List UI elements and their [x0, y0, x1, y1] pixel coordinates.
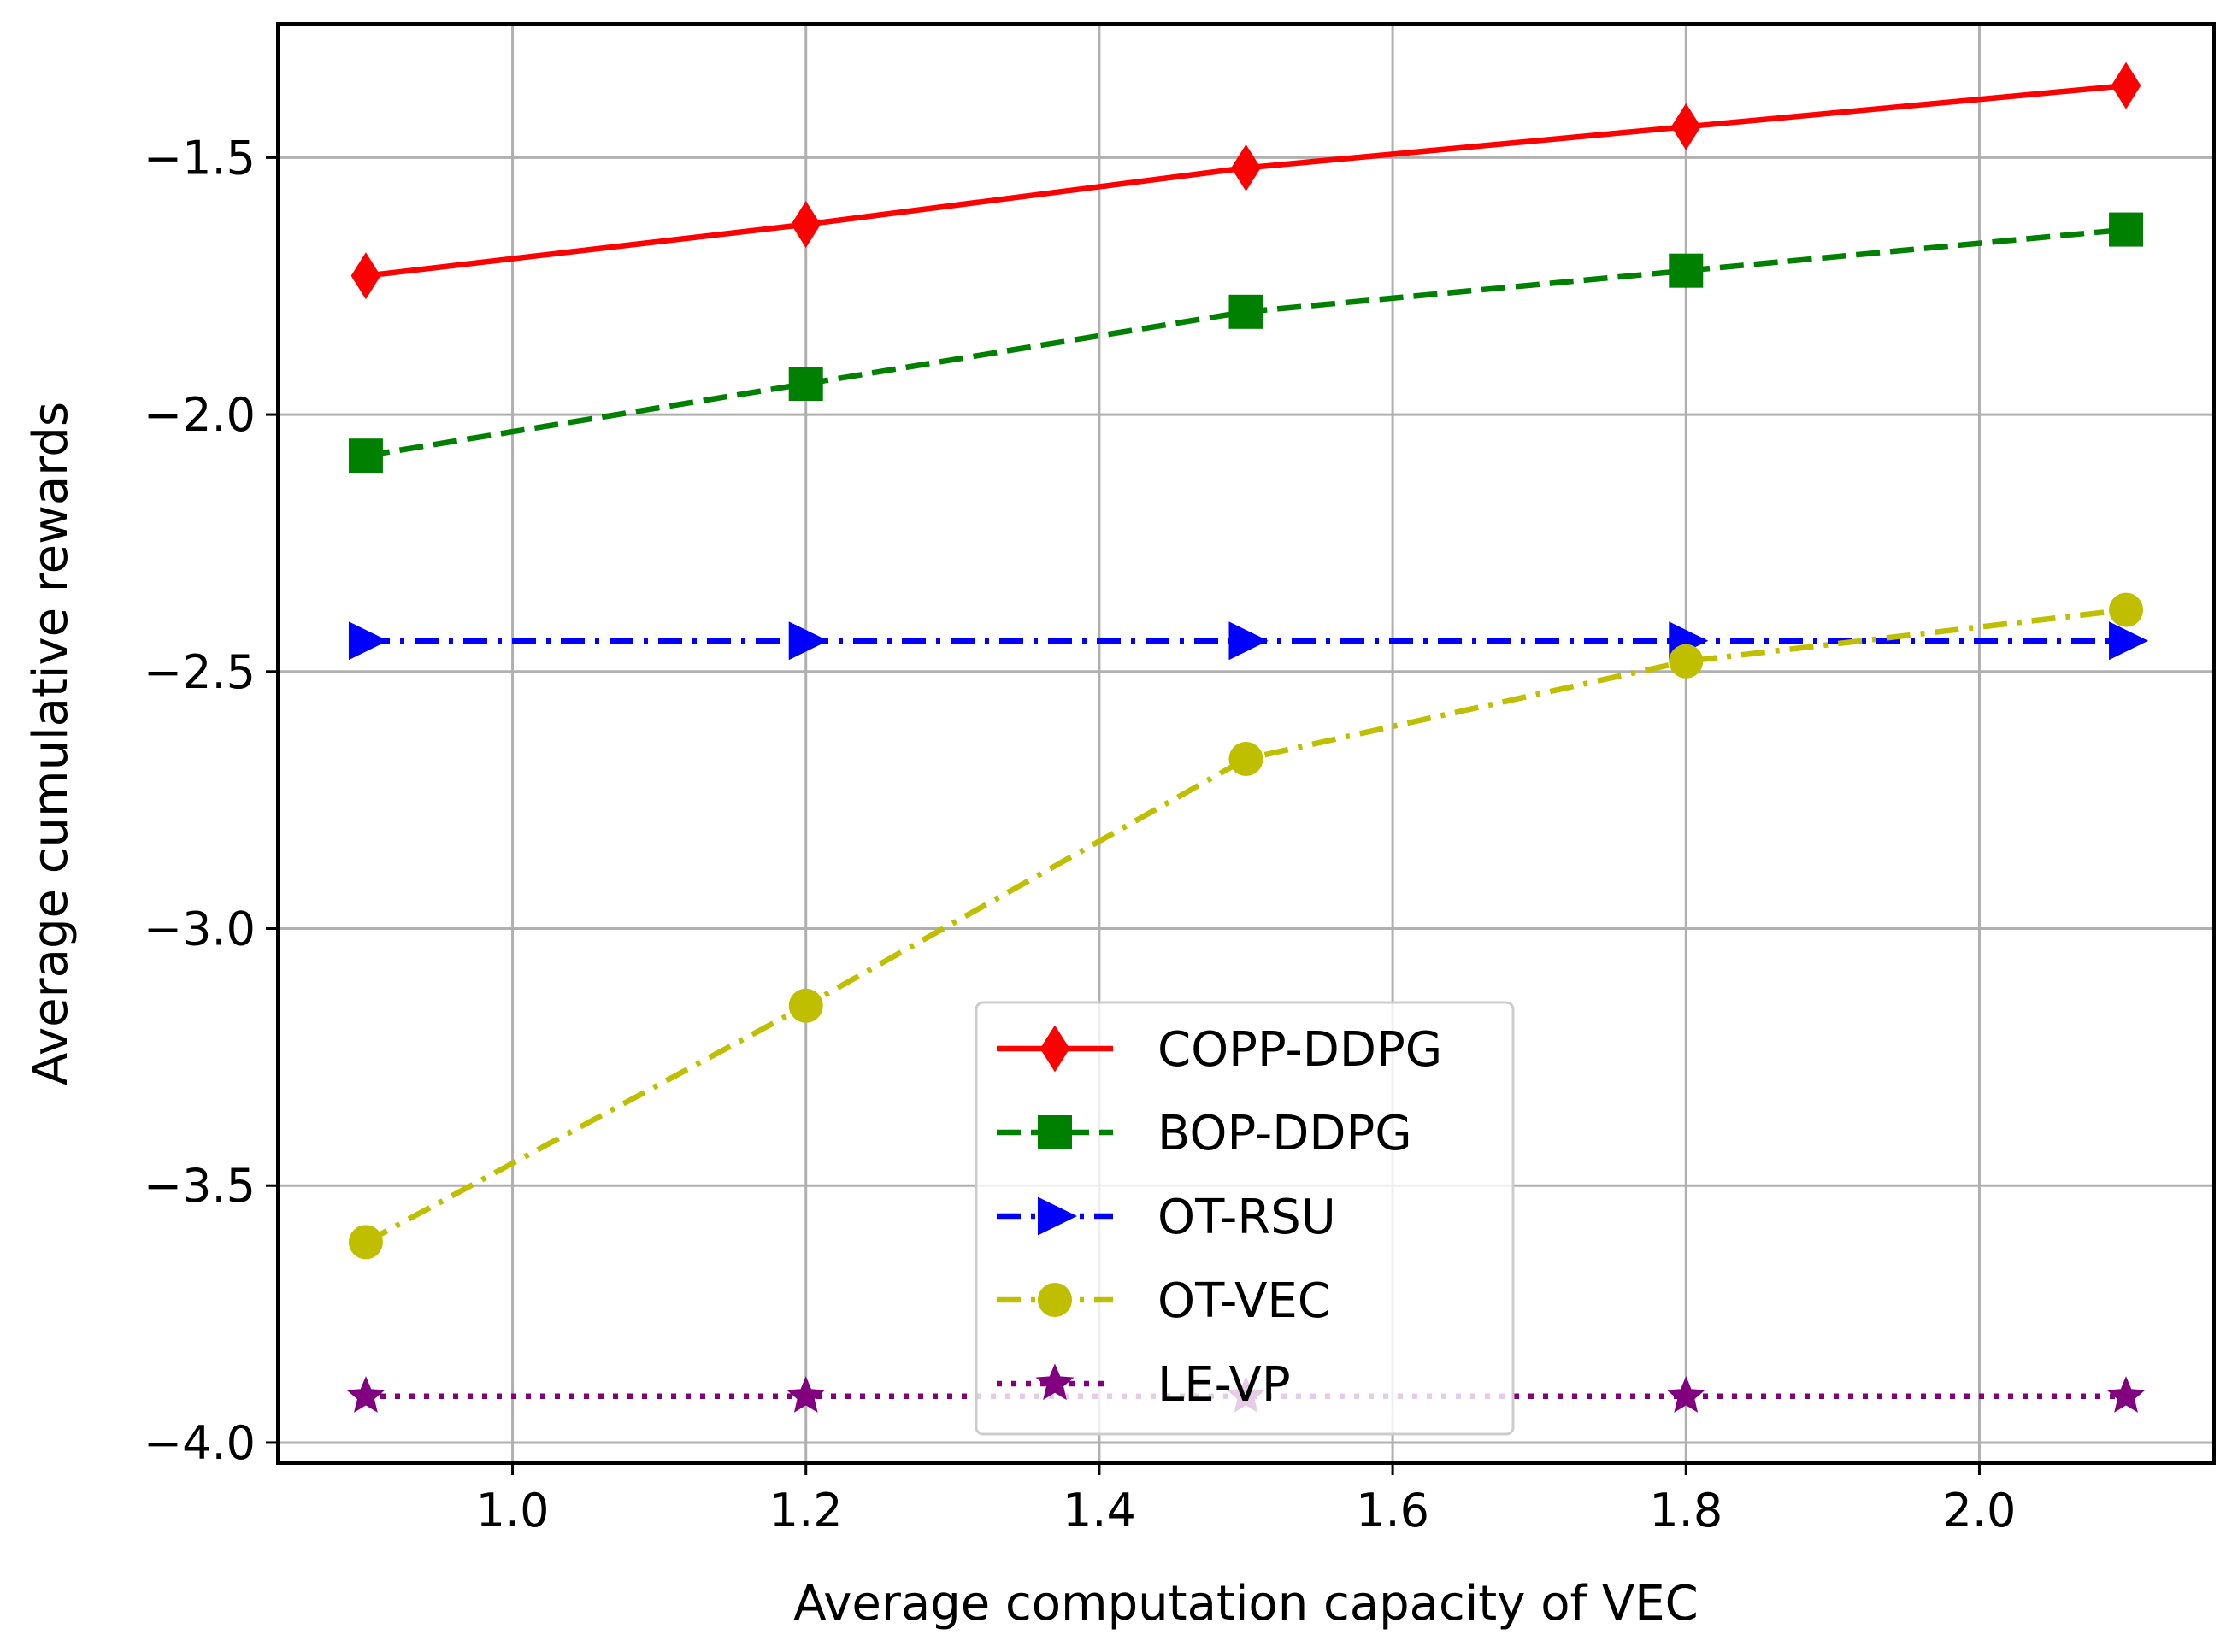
data-point-copp-ddpg — [350, 252, 381, 300]
y-tick-label: −2.0 — [144, 388, 256, 442]
data-point-le-vp — [1666, 1376, 1705, 1413]
data-point-ot-vec — [1228, 742, 1263, 777]
data-point-copp-ddpg — [1670, 103, 1701, 150]
data-point-copp-ddpg — [2111, 62, 2141, 109]
legend-box — [975, 1001, 1515, 1436]
y-tick-label: −1.5 — [144, 131, 256, 185]
plot-frame — [276, 22, 2216, 1465]
x-axis-title: Average computation capacity of VEC — [793, 1576, 1699, 1631]
y-tick-label: −4.0 — [144, 1416, 256, 1470]
series-ot-vec — [348, 592, 2144, 1260]
data-point-bop-ddpg — [1669, 253, 1704, 288]
data-point-ot-vec — [788, 988, 823, 1023]
legend-marker-le-vp — [1035, 1363, 1075, 1401]
data-point-copp-ddpg — [791, 201, 822, 249]
x-tick-label: 1.6 — [1356, 1484, 1429, 1537]
data-point-ot-rsu — [348, 621, 388, 661]
data-point-le-vp — [346, 1376, 386, 1413]
series-group — [346, 62, 2149, 1413]
data-point-le-vp — [786, 1376, 826, 1413]
x-tick-label: 1.2 — [769, 1484, 843, 1537]
y-axis-ticks: −1.5 −2.0 −2.5 −3.0 −3.5 −4.0 — [144, 131, 278, 1470]
data-point-bop-ddpg — [788, 367, 823, 401]
data-point-ot-rsu — [2109, 621, 2149, 661]
legend-label-ot-vec: OT-VEC — [1157, 1273, 1331, 1329]
data-point-copp-ddpg — [1231, 144, 1261, 191]
x-tick-label: 1.4 — [1063, 1484, 1136, 1537]
data-point-bop-ddpg — [348, 438, 383, 473]
legend-label-le-vp: LE-VP — [1157, 1357, 1291, 1413]
data-point-ot-rsu — [1228, 621, 1269, 661]
series-copp-ddpg — [350, 62, 2141, 300]
legend-label-bop-ddpg: BOP-DDPG — [1157, 1106, 1412, 1161]
legend-label-ot-rsu: OT-RSU — [1157, 1190, 1336, 1245]
x-axis-ticks: 1.0 1.2 1.4 1.6 1.8 2.0 — [476, 1463, 2017, 1537]
y-axis-title: Average cumulative rewards — [23, 402, 79, 1085]
data-point-ot-vec — [1669, 644, 1704, 679]
x-tick-label: 1.8 — [1649, 1484, 1723, 1537]
data-point-bop-ddpg — [1228, 294, 1263, 329]
x-tick-label: 2.0 — [1943, 1484, 2017, 1537]
data-point-bop-ddpg — [2109, 212, 2144, 247]
x-tick-label: 1.0 — [476, 1484, 550, 1537]
y-tick-label: −2.5 — [144, 645, 256, 699]
y-tick-label: −3.5 — [144, 1159, 256, 1213]
data-point-ot-vec — [2109, 592, 2144, 627]
legend-marker-bop-ddpg — [1038, 1115, 1072, 1149]
legend-label-copp-ddpg: COPP-DDPG — [1157, 1022, 1442, 1078]
y-tick-label: −3.0 — [144, 902, 256, 956]
series-bop-ddpg — [348, 212, 2144, 473]
legend-marker-copp-ddpg — [1039, 1025, 1070, 1073]
series-ot-rsu — [348, 621, 2149, 661]
data-point-ot-vec — [348, 1225, 383, 1260]
data-point-ot-rsu — [788, 621, 828, 661]
legend-marker-ot-vec — [1038, 1283, 1072, 1317]
legend: COPP-DDPG BOP-DDPG OT-RSU OT-VEC LE-VP — [975, 1001, 1515, 1436]
legend-marker-ot-rsu — [1038, 1196, 1078, 1236]
data-point-le-vp — [2106, 1376, 2146, 1413]
